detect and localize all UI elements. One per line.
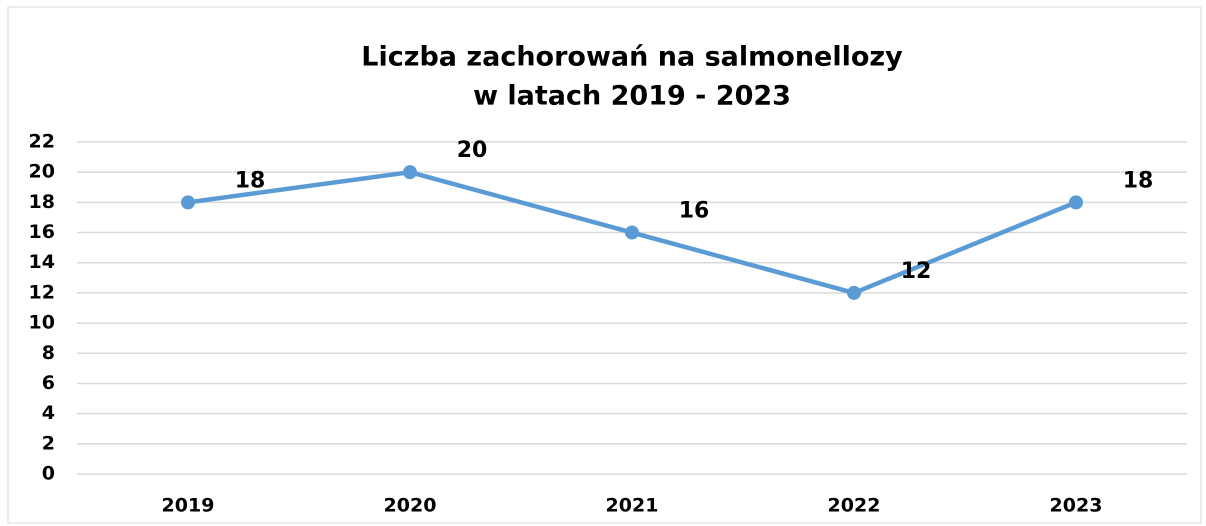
y-tick-label: 10 bbox=[29, 312, 55, 334]
data-label: 18 bbox=[235, 168, 266, 193]
data-label: 12 bbox=[901, 259, 932, 284]
y-tick-label: 8 bbox=[42, 342, 55, 364]
y-tick-label: 12 bbox=[29, 281, 55, 303]
marker bbox=[403, 165, 417, 180]
data-label: 20 bbox=[457, 138, 488, 163]
marker bbox=[625, 225, 639, 240]
x-tick-label: 2022 bbox=[828, 495, 881, 517]
y-tick-label: 2 bbox=[42, 432, 55, 454]
marker bbox=[181, 195, 195, 210]
marker bbox=[847, 285, 861, 300]
x-tick-label: 2020 bbox=[384, 495, 437, 517]
marker bbox=[1069, 195, 1083, 210]
y-tick-label: 22 bbox=[29, 131, 55, 153]
data-label: 18 bbox=[1123, 168, 1154, 193]
chart-title: w latach 2019 - 2023 bbox=[473, 81, 791, 112]
data-label: 16 bbox=[679, 199, 710, 224]
y-tick-label: 6 bbox=[42, 372, 55, 394]
x-tick-label: 2019 bbox=[162, 495, 215, 517]
y-tick-label: 16 bbox=[29, 221, 55, 243]
x-tick-label: 2021 bbox=[606, 495, 659, 517]
y-tick-label: 18 bbox=[29, 191, 55, 213]
x-tick-label: 2023 bbox=[1050, 495, 1103, 517]
chart-title: Liczba zachorowań na salmonellozy bbox=[361, 42, 903, 73]
y-tick-label: 4 bbox=[42, 402, 55, 424]
chart-border bbox=[7, 6, 1202, 524]
y-tick-label: 14 bbox=[29, 251, 55, 273]
y-tick-label: 0 bbox=[42, 463, 55, 485]
y-tick-label: 20 bbox=[29, 161, 55, 183]
